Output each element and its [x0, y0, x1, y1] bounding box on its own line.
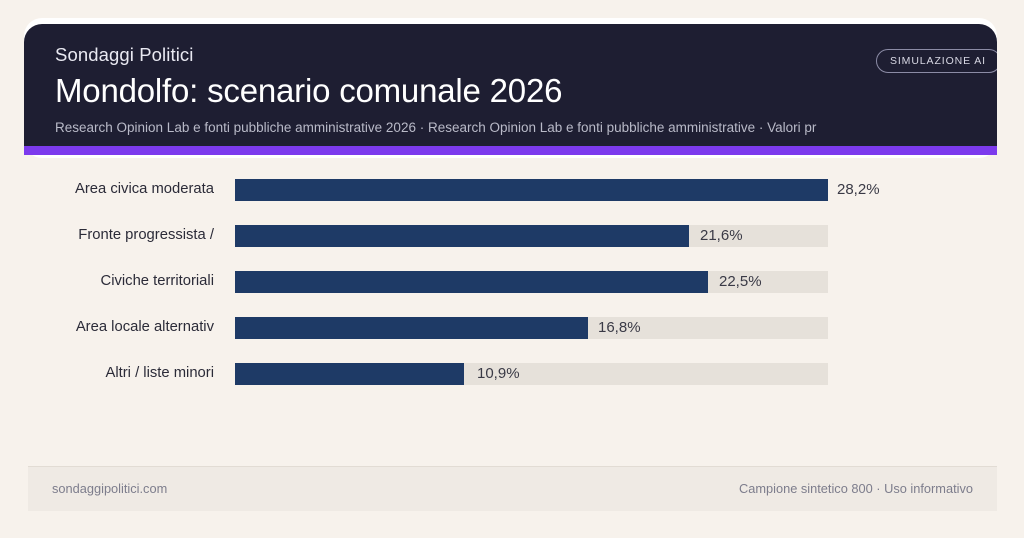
bar-track: [235, 317, 828, 339]
bar-label: Civiche territoriali: [100, 273, 214, 289]
status-badge: SIMULAZIONE AI: [875, 49, 997, 73]
table-row: Area locale alternativ 16,8%: [24, 310, 997, 356]
bar-chart: Area civica moderata 28,2% Fronte progre…: [24, 172, 997, 402]
header-banner: Sondaggi Politici Mondolfo: scenario com…: [24, 24, 997, 146]
bar-fill: [235, 317, 589, 339]
bar-track: [235, 179, 828, 201]
bar-track: [235, 271, 828, 293]
table-row: Area civica moderata 28,2%: [24, 172, 997, 218]
bar-value: 28,2%: [837, 181, 880, 198]
bar-label: Area civica moderata: [75, 181, 214, 197]
bar-value: 10,9%: [477, 365, 520, 382]
bar-fill: [235, 271, 709, 293]
footer-bar: sondaggipolitici.com Campione sintetico …: [28, 466, 997, 511]
bar-fill: [235, 225, 690, 247]
bar-fill: [235, 179, 828, 201]
bar-label: Area locale alternativ: [75, 319, 214, 335]
bar-track: [235, 225, 828, 247]
header-text-block: Sondaggi Politici Mondolfo: scenario com…: [55, 43, 997, 138]
bar-value: 21,6%: [700, 227, 743, 244]
accent-bar: [24, 146, 997, 155]
footer-note: Campione sintetico 800 · Uso informativo: [738, 481, 973, 496]
table-row: Altri / liste minori 10,9%: [24, 356, 997, 402]
bar-track: [235, 363, 828, 385]
bar-value: 22,5%: [719, 273, 762, 290]
header-subtitle: Research Opinion Lab e fonti pubbliche a…: [55, 119, 817, 135]
header-kicker: Sondaggi Politici: [55, 44, 194, 65]
bar-label: Fronte progressista /: [78, 227, 214, 243]
page-title: Mondolfo: scenario comunale 2026: [55, 71, 563, 109]
bar-fill: [235, 363, 465, 385]
bar-label: Altri / liste minori: [105, 365, 214, 381]
bar-value: 16,8%: [598, 319, 641, 336]
footer-site: sondaggipolitici.com: [52, 481, 168, 496]
table-row: Fronte progressista / 21,6%: [24, 218, 997, 264]
table-row: Civiche territoriali 22,5%: [24, 264, 997, 310]
